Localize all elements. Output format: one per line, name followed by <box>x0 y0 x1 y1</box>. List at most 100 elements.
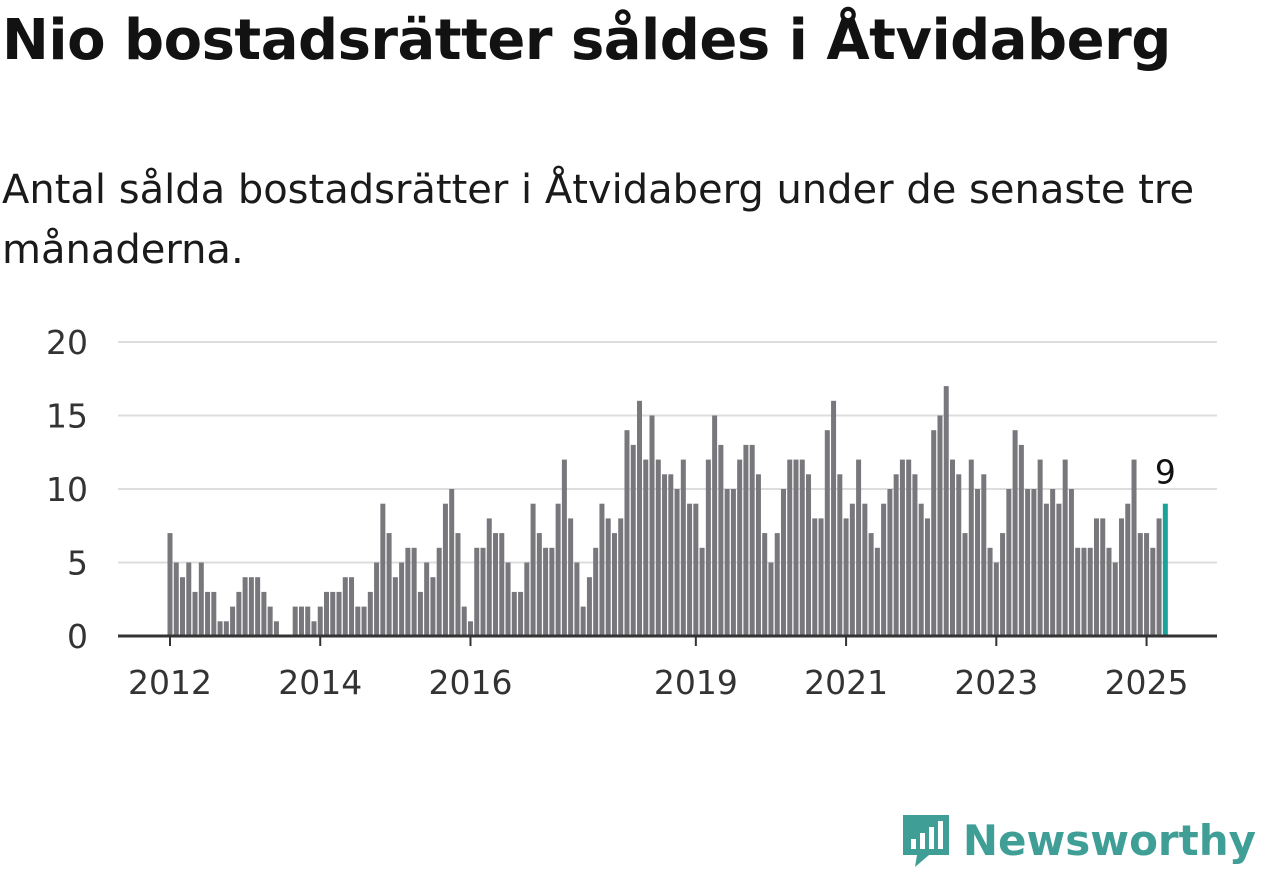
bar <box>856 459 862 636</box>
bar <box>1137 533 1143 636</box>
bar <box>518 591 524 636</box>
y-tick-label: 10 <box>46 470 88 509</box>
annotations: 9 <box>1155 453 1176 492</box>
bar <box>993 562 999 636</box>
x-tick-label: 2023 <box>954 663 1038 702</box>
bar <box>787 459 793 636</box>
y-tick-label: 15 <box>46 397 88 436</box>
bar <box>549 547 555 636</box>
bar <box>1112 562 1118 636</box>
bar <box>956 474 962 636</box>
bar <box>1131 459 1137 636</box>
bar <box>624 430 630 636</box>
bar <box>806 474 812 636</box>
bar <box>330 591 336 636</box>
bar-chart: 0 5 10 15 20 2012 2014 2016 2019 2021 2023 2025 9 <box>46 323 1217 702</box>
bar <box>524 562 530 636</box>
bar <box>574 562 580 636</box>
bar <box>662 474 668 636</box>
bar <box>586 577 592 636</box>
bar <box>248 577 254 636</box>
x-axis: 2012 2014 2016 2019 2021 2023 2025 <box>118 634 1217 702</box>
bar <box>937 415 943 636</box>
bar <box>1106 547 1112 636</box>
bars <box>167 386 1168 636</box>
bar <box>637 400 642 636</box>
bar <box>1162 503 1168 636</box>
bar <box>317 606 323 636</box>
bar <box>430 577 436 636</box>
newsworthy-logo-icon <box>902 815 949 867</box>
y-tick-label: 0 <box>67 617 88 656</box>
bar <box>180 577 186 636</box>
value-label: 9 <box>1155 453 1176 492</box>
bar <box>737 459 743 636</box>
bar <box>868 533 874 636</box>
bar <box>198 562 204 636</box>
bar <box>593 547 599 636</box>
bar <box>1156 518 1162 636</box>
bar <box>912 474 918 636</box>
x-tick-label: 2014 <box>278 663 362 702</box>
bar <box>442 503 448 636</box>
bar <box>881 503 887 636</box>
bar <box>436 547 442 636</box>
chart-subtitle: Antal sålda bostadsrätter i Åtvidaberg u… <box>2 167 1195 273</box>
bar <box>874 547 880 636</box>
bar <box>987 547 993 636</box>
bar <box>981 474 987 636</box>
bar <box>931 430 937 636</box>
x-tick-label: 2021 <box>804 663 888 702</box>
bar <box>849 503 855 636</box>
bar <box>493 533 499 636</box>
bar <box>630 444 636 636</box>
x-tick-label: 2016 <box>428 663 512 702</box>
bar <box>1068 489 1074 636</box>
bar <box>449 489 455 636</box>
bar <box>236 591 242 636</box>
bar <box>793 459 799 636</box>
bar <box>1006 489 1012 636</box>
bar <box>424 562 430 636</box>
bar <box>762 533 768 636</box>
bar <box>1075 547 1081 636</box>
bar <box>367 591 373 636</box>
bar <box>336 591 342 636</box>
bar <box>649 415 655 636</box>
bar <box>505 562 511 636</box>
bar <box>1056 503 1062 636</box>
bar <box>674 489 680 636</box>
y-axis: 0 5 10 15 20 <box>46 323 88 656</box>
bar <box>887 489 893 636</box>
bar <box>975 489 981 636</box>
bar <box>831 400 837 636</box>
bar <box>749 444 755 636</box>
bar <box>1000 533 1006 636</box>
bar <box>405 547 411 636</box>
bar <box>399 562 405 636</box>
bar <box>718 444 724 636</box>
bar <box>267 606 273 636</box>
bar <box>499 533 505 636</box>
bar <box>298 606 304 636</box>
bar <box>186 562 192 636</box>
bar <box>724 489 730 636</box>
bar <box>1093 518 1099 636</box>
bar <box>693 503 699 636</box>
bar <box>818 518 824 636</box>
bar <box>1037 459 1043 636</box>
bar <box>242 577 248 636</box>
bar <box>386 533 392 636</box>
bar <box>342 577 348 636</box>
bar <box>643 459 649 636</box>
bar <box>705 459 711 636</box>
bar <box>605 518 611 636</box>
bar <box>837 474 843 636</box>
bar <box>1062 459 1068 636</box>
bar <box>530 503 536 636</box>
bar <box>486 518 492 636</box>
bar <box>1125 503 1131 636</box>
bar <box>1012 430 1018 636</box>
bar <box>205 591 211 636</box>
bar <box>1031 489 1037 636</box>
